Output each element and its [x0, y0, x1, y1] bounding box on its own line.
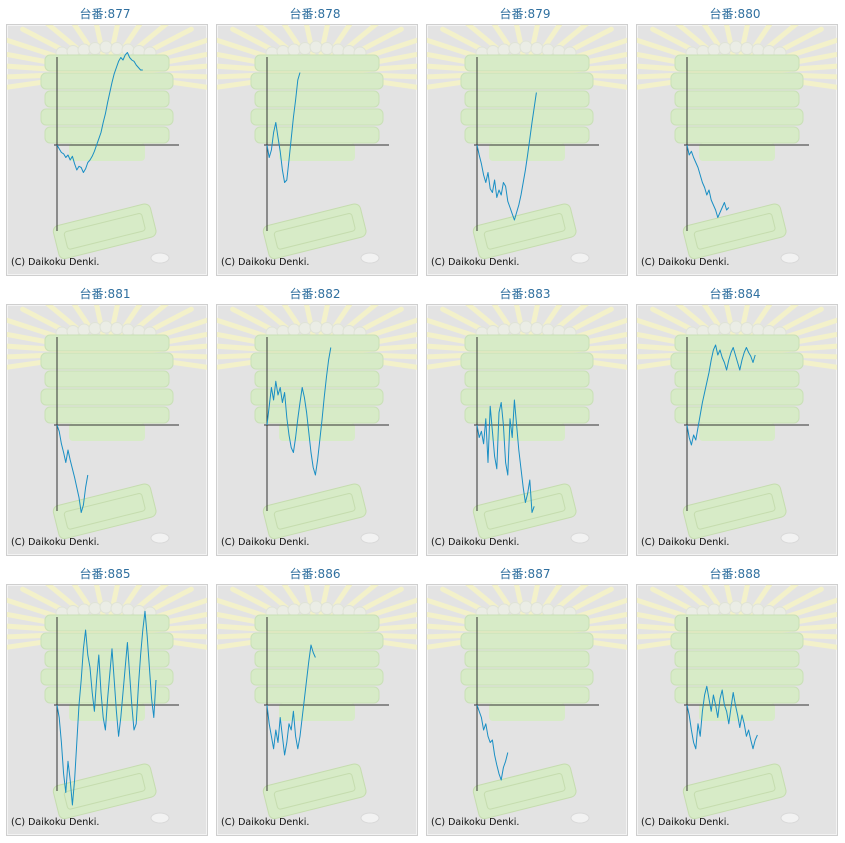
watermark-graphic — [427, 305, 627, 544]
series-line — [476, 704, 509, 781]
series-line — [266, 347, 332, 476]
chart-title[interactable]: 台番:884 — [709, 287, 761, 301]
chart-title[interactable]: 台番:885 — [79, 567, 131, 581]
watermark-graphic — [217, 305, 417, 544]
watermark-graphic — [427, 585, 627, 824]
chart-svg — [217, 585, 417, 824]
chart-svg — [637, 305, 837, 544]
chart-svg — [427, 25, 627, 264]
chart-title[interactable]: 台番:877 — [79, 7, 131, 21]
chart-svg — [7, 305, 207, 544]
chart-cell: 台番:884 (C) Daikoku Denki. — [630, 280, 840, 560]
chart-svg — [217, 305, 417, 544]
chart-title[interactable]: 台番:878 — [289, 7, 341, 21]
series-line — [476, 399, 535, 513]
chart-title[interactable]: 台番:882 — [289, 287, 341, 301]
watermark-graphic — [217, 585, 417, 824]
chart-svg — [637, 585, 837, 824]
chart-cell: 台番:880 (C) Daikoku Denki. — [630, 0, 840, 280]
chart-svg — [427, 585, 627, 824]
chart-cell: 台番:887 (C) Daikoku Denki. — [420, 560, 630, 840]
watermark-graphic — [427, 25, 627, 264]
watermark-graphic — [7, 305, 207, 544]
chart-title[interactable]: 台番:888 — [709, 567, 761, 581]
chart-panel: (C) Daikoku Denki. — [216, 304, 418, 556]
watermark-graphic — [217, 25, 417, 264]
chart-panel: (C) Daikoku Denki. — [216, 24, 418, 276]
copyright-label: (C) Daikoku Denki. — [641, 817, 730, 828]
chart-panel: (C) Daikoku Denki. — [426, 24, 628, 276]
chart-panel: (C) Daikoku Denki. — [426, 304, 628, 556]
chart-cell: 台番:883 (C) Daikoku Denki. — [420, 280, 630, 560]
chart-panel: (C) Daikoku Denki. — [6, 304, 208, 556]
chart-panel: (C) Daikoku Denki. — [426, 584, 628, 836]
series-line — [56, 52, 143, 173]
chart-cell: 台番:878 (C) Daikoku Denki. — [210, 0, 420, 280]
series-line — [476, 92, 537, 221]
chart-panel: (C) Daikoku Denki. — [6, 24, 208, 276]
series-line — [266, 72, 301, 183]
chart-panel: (C) Daikoku Denki. — [636, 304, 838, 556]
series-line — [56, 610, 157, 806]
chart-svg — [427, 305, 627, 544]
chart-svg — [217, 25, 417, 264]
chart-panel: (C) Daikoku Denki. — [636, 584, 838, 836]
copyright-label: (C) Daikoku Denki. — [641, 537, 730, 548]
copyright-label: (C) Daikoku Denki. — [431, 257, 520, 268]
chart-title[interactable]: 台番:886 — [289, 567, 341, 581]
copyright-label: (C) Daikoku Denki. — [431, 537, 520, 548]
chart-title[interactable]: 台番:887 — [499, 567, 551, 581]
series-line — [266, 644, 316, 756]
chart-cell: 台番:886 (C) Daikoku Denki. — [210, 560, 420, 840]
copyright-label: (C) Daikoku Denki. — [221, 817, 310, 828]
series-line — [686, 344, 756, 446]
series-line — [686, 685, 758, 750]
copyright-label: (C) Daikoku Denki. — [11, 257, 100, 268]
chart-cell: 台番:888 (C) Daikoku Denki. — [630, 560, 840, 840]
chart-cell: 台番:879 (C) Daikoku Denki. — [420, 0, 630, 280]
copyright-label: (C) Daikoku Denki. — [641, 257, 730, 268]
chart-title[interactable]: 台番:880 — [709, 7, 761, 21]
chart-panel: (C) Daikoku Denki. — [216, 584, 418, 836]
chart-cell: 台番:882 (C) Daikoku Denki. — [210, 280, 420, 560]
copyright-label: (C) Daikoku Denki. — [11, 537, 100, 548]
watermark-graphic — [637, 585, 837, 824]
watermark-graphic — [637, 305, 837, 544]
chart-title[interactable]: 台番:881 — [79, 287, 131, 301]
chart-svg — [7, 25, 207, 264]
chart-cell: 台番:881 (C) Daikoku Denki. — [0, 280, 210, 560]
chart-title[interactable]: 台番:883 — [499, 287, 551, 301]
watermark-graphic — [7, 25, 207, 264]
copyright-label: (C) Daikoku Denki. — [221, 257, 310, 268]
chart-cell: 台番:885 (C) Daikoku Denki. — [0, 560, 210, 840]
series-line — [686, 144, 730, 218]
watermark-graphic — [7, 585, 207, 824]
chart-title[interactable]: 台番:879 — [499, 7, 551, 21]
copyright-label: (C) Daikoku Denki. — [431, 817, 520, 828]
copyright-label: (C) Daikoku Denki. — [11, 817, 100, 828]
series-line — [56, 424, 89, 513]
chart-panel: (C) Daikoku Denki. — [6, 584, 208, 836]
chart-cell: 台番:877 (C) Daikoku Denki. — [0, 0, 210, 280]
chart-svg — [7, 585, 207, 824]
chart-svg — [637, 25, 837, 264]
copyright-label: (C) Daikoku Denki. — [221, 537, 310, 548]
chart-panel: (C) Daikoku Denki. — [636, 24, 838, 276]
watermark-graphic — [637, 25, 837, 264]
